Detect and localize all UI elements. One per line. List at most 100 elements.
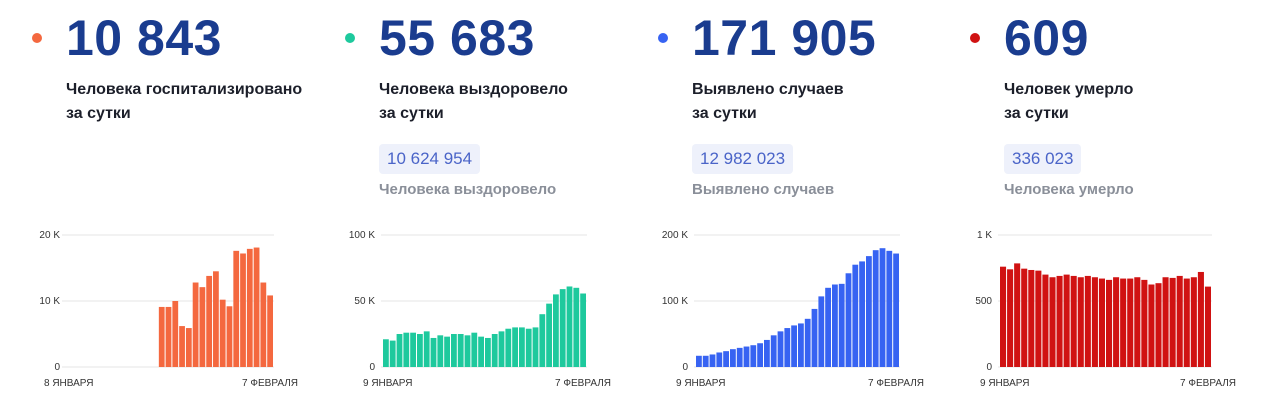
deaths-bar-chart: 0 500 1 K 9 ЯНВАРЯ 7 ФЕВРАЛЯ bbox=[975, 230, 1236, 389]
x-tick-label-end: 7 ФЕВРАЛЯ bbox=[555, 378, 611, 389]
chart-bar bbox=[1183, 278, 1190, 367]
chart-bar bbox=[539, 314, 546, 367]
chart-bar bbox=[403, 332, 410, 367]
recovered-dot-icon bbox=[345, 33, 355, 43]
recovered-total-badge: 10 624 954 bbox=[379, 144, 481, 174]
chart-bar bbox=[226, 306, 233, 367]
chart-bar bbox=[798, 323, 804, 367]
y-tick-label: 0 bbox=[54, 362, 60, 373]
y-tick-label: 100 K bbox=[349, 230, 375, 241]
chart-bar bbox=[859, 261, 865, 367]
chart-bar bbox=[764, 339, 770, 367]
chart-bar bbox=[525, 328, 532, 367]
chart-bar bbox=[260, 282, 267, 367]
chart-bar bbox=[750, 345, 757, 367]
chart-bar bbox=[1091, 277, 1098, 367]
chart-bar bbox=[1204, 286, 1211, 367]
hospitalized-bar-chart: 0 10 K 20 K 8 ЯНВАРЯ 7 ФЕВРАЛЯ bbox=[39, 230, 298, 389]
recovered-description: Человека выздоровело за сутки bbox=[379, 78, 568, 126]
chart-bar bbox=[519, 327, 525, 367]
chart-bar bbox=[1021, 268, 1028, 367]
x-tick-label-end: 7 ФЕВРАЛЯ bbox=[1180, 378, 1236, 389]
stat-card-hospitalized: 10 843 Человека госпитализировано за сут… bbox=[32, 0, 332, 412]
y-tick-label: 100 K bbox=[662, 296, 688, 307]
y-tick-label: 20 K bbox=[39, 230, 60, 241]
chart-bar bbox=[832, 284, 838, 367]
chart-bar bbox=[1000, 266, 1007, 367]
chart-bar bbox=[512, 327, 518, 367]
chart-bar bbox=[716, 352, 723, 367]
chart-bar bbox=[784, 328, 791, 367]
chart-bar bbox=[213, 271, 219, 367]
deaths-description: Человек умерло за сутки bbox=[1004, 78, 1133, 126]
y-tick-label: 0 bbox=[682, 362, 688, 373]
chart-bar bbox=[1190, 277, 1197, 367]
chart-bar bbox=[457, 334, 464, 367]
chart-bar bbox=[485, 337, 491, 367]
chart-bar bbox=[179, 326, 185, 367]
chart-bar bbox=[825, 287, 831, 367]
chart-bar bbox=[1155, 283, 1162, 367]
chart-bar bbox=[743, 346, 750, 367]
chart-bar bbox=[702, 355, 709, 367]
y-tick-label: 50 K bbox=[354, 296, 375, 307]
chart-bar bbox=[1127, 278, 1134, 367]
chart-bar bbox=[1056, 275, 1063, 367]
chart-bar bbox=[396, 334, 403, 367]
chart-bar bbox=[736, 347, 743, 367]
cases-value: 171 905 bbox=[692, 10, 877, 66]
chart-bar bbox=[505, 328, 512, 367]
chart-bar bbox=[1113, 277, 1120, 367]
chart-bar bbox=[866, 256, 872, 367]
chart-bar bbox=[430, 337, 437, 367]
chart-bar bbox=[410, 332, 416, 367]
chart-bar bbox=[1169, 277, 1176, 367]
hospitalized-desc-line1: Человека госпитализировано bbox=[66, 81, 303, 98]
chart-bar bbox=[253, 247, 260, 367]
chart-bar bbox=[240, 253, 246, 367]
y-tick-label: 500 bbox=[975, 296, 992, 307]
chart-bar bbox=[723, 351, 729, 367]
chart-bar bbox=[1049, 277, 1056, 367]
chart-bar bbox=[1134, 277, 1141, 367]
chart-bar bbox=[1098, 278, 1105, 367]
recovered-value: 55 683 bbox=[379, 10, 535, 66]
x-tick-label-start: 9 ЯНВАРЯ bbox=[980, 378, 1029, 389]
chart-bar bbox=[172, 301, 179, 367]
chart-bar bbox=[491, 334, 498, 367]
hospitalized-dot-icon bbox=[32, 33, 42, 43]
chart-bar bbox=[192, 282, 199, 367]
chart-bar bbox=[1141, 279, 1148, 367]
chart-bar bbox=[1070, 275, 1077, 367]
chart-bar bbox=[696, 355, 702, 367]
cases-desc-line2: за сутки bbox=[692, 105, 757, 122]
chart-bar bbox=[267, 295, 273, 367]
chart-bar bbox=[879, 248, 886, 367]
x-tick-label-end: 7 ФЕВРАЛЯ bbox=[868, 378, 924, 389]
chart-bar bbox=[730, 349, 736, 367]
chart-bar bbox=[199, 287, 206, 367]
chart-bar bbox=[777, 331, 784, 367]
chart-bar bbox=[811, 308, 818, 367]
y-tick-label: 10 K bbox=[39, 296, 60, 307]
deaths-total-label: Человека умерло bbox=[1004, 181, 1134, 198]
chart-bar bbox=[165, 306, 172, 367]
recovered-bar-chart: 0 50 K 100 K 9 ЯНВАРЯ 7 ФЕВРАЛЯ bbox=[349, 230, 611, 389]
chart-bar bbox=[804, 318, 811, 367]
chart-bar bbox=[498, 331, 505, 367]
chart-bar bbox=[559, 289, 566, 367]
chart-bar bbox=[158, 306, 165, 367]
chart-bar bbox=[389, 340, 396, 367]
chart-bar bbox=[1028, 269, 1035, 367]
deaths-desc-line1: Человек умерло bbox=[1004, 81, 1134, 98]
stat-card-recovered: 55 683 Человека выздоровело за сутки 10 … bbox=[345, 0, 645, 412]
chart-bar bbox=[770, 335, 777, 367]
cases-total-label: Выявлено случаев bbox=[692, 181, 835, 198]
chart-bar bbox=[791, 325, 797, 367]
chart-bar bbox=[1148, 284, 1155, 367]
chart-bar bbox=[478, 336, 484, 367]
chart-bar bbox=[1197, 271, 1204, 367]
chart-bar bbox=[219, 299, 226, 367]
x-tick-label-end: 7 ФЕВРАЛЯ bbox=[242, 378, 298, 389]
chart-bar bbox=[845, 273, 852, 367]
